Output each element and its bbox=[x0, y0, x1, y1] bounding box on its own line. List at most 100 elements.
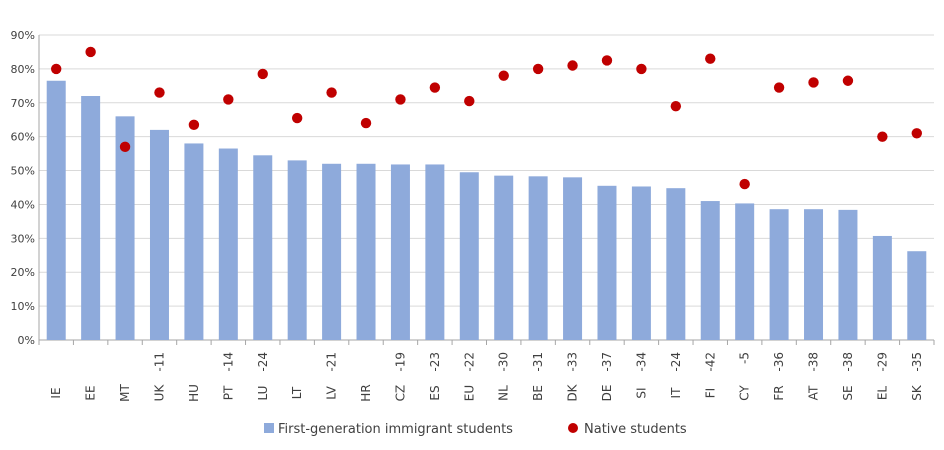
gridlines bbox=[38, 34, 935, 345]
marker-nl bbox=[498, 70, 509, 81]
marker-ie bbox=[51, 63, 62, 75]
bar-si bbox=[631, 186, 651, 340]
y-tick-label: 60% bbox=[11, 131, 35, 144]
category-label-hu: HU bbox=[187, 384, 201, 402]
category-label-el: EL bbox=[875, 386, 889, 401]
bar-se bbox=[838, 209, 858, 340]
marker-el bbox=[877, 131, 888, 142]
bar-ee bbox=[81, 96, 101, 340]
y-tick-label: 10% bbox=[11, 300, 35, 313]
marker-uk bbox=[154, 87, 165, 98]
bar-fi bbox=[700, 201, 720, 340]
category-label-it: IT bbox=[669, 387, 683, 399]
bar-be bbox=[528, 176, 548, 340]
bar-fr bbox=[769, 209, 789, 340]
bar-lt bbox=[287, 160, 307, 340]
marker-pt bbox=[223, 94, 234, 105]
category-label-lv: LV bbox=[325, 385, 339, 399]
category-label-eu: EU bbox=[462, 385, 476, 401]
marker-be bbox=[532, 63, 544, 75]
category-label-nl: NL bbox=[497, 385, 511, 401]
marker-fi bbox=[705, 53, 716, 64]
bar-hu bbox=[184, 143, 204, 340]
gap-label-fi: -42 bbox=[703, 352, 717, 372]
marker-lt bbox=[291, 112, 303, 124]
marker-it bbox=[670, 100, 682, 112]
bar-cy bbox=[735, 203, 755, 340]
bar-nl bbox=[494, 175, 514, 340]
category-label-pt: PT bbox=[221, 385, 235, 400]
y-tick-label: 0% bbox=[18, 334, 35, 347]
marker-es bbox=[429, 82, 441, 93]
category-label-de: DE bbox=[600, 385, 614, 402]
bar-series bbox=[46, 80, 927, 340]
legend: First-generation immigrant students Nativ… bbox=[264, 422, 687, 437]
bar-at bbox=[804, 209, 824, 340]
y-tick-label: 70% bbox=[11, 97, 35, 110]
bar-ie bbox=[46, 80, 66, 340]
category-labels: IE EE MT UK HU PT LU LT LV HR CZ ES EU NL BE DK DE SI IT FI… bbox=[49, 383, 924, 402]
bar-el bbox=[872, 235, 892, 340]
category-label-si: SI bbox=[634, 387, 648, 398]
legend-swatch-bar bbox=[264, 423, 274, 433]
bar-eu bbox=[459, 172, 479, 340]
marker-hu bbox=[188, 119, 200, 131]
gap-label-at: -38 bbox=[807, 352, 821, 372]
bar-mt bbox=[115, 116, 135, 340]
marker-cz bbox=[395, 94, 406, 105]
gap-label-nl: -30 bbox=[497, 352, 511, 372]
category-label-sk: SK bbox=[910, 384, 924, 401]
gap-label-pt: -14 bbox=[221, 352, 235, 372]
marker-dk bbox=[567, 60, 578, 71]
category-label-hr: HR bbox=[359, 384, 373, 401]
gap-label-it: -24 bbox=[669, 352, 683, 372]
category-label-ee: EE bbox=[84, 385, 98, 400]
marker-lu bbox=[257, 68, 268, 80]
category-label-be: BE bbox=[531, 385, 545, 401]
bar-hr bbox=[356, 163, 376, 340]
gap-label-cy: -5 bbox=[738, 352, 752, 364]
bar-cz bbox=[390, 164, 410, 340]
gap-label-se: -38 bbox=[841, 352, 855, 372]
bar-lu bbox=[253, 155, 273, 340]
gap-label-be: -31 bbox=[531, 352, 545, 372]
marker-se bbox=[842, 75, 854, 86]
marker-si bbox=[636, 63, 647, 75]
y-tick-label: 30% bbox=[11, 232, 35, 245]
y-tick-label: 40% bbox=[11, 198, 35, 211]
gap-label-fr: -36 bbox=[772, 352, 786, 372]
category-label-uk: UK bbox=[152, 384, 166, 402]
y-tick-label: 90% bbox=[11, 29, 35, 42]
bar-sk bbox=[907, 251, 927, 340]
marker-hr bbox=[360, 117, 372, 129]
y-tick-label: 20% bbox=[11, 266, 35, 279]
bar-it bbox=[666, 188, 686, 340]
y-tick-label: 80% bbox=[11, 63, 35, 76]
category-label-fi: FI bbox=[703, 388, 717, 398]
marker-de bbox=[601, 55, 613, 66]
bar-es bbox=[425, 164, 445, 340]
category-label-es: ES bbox=[428, 385, 442, 400]
category-label-lt: LT bbox=[290, 386, 304, 399]
marker-sk bbox=[911, 128, 922, 139]
category-label-lu: LU bbox=[256, 386, 270, 401]
marker-series bbox=[51, 46, 922, 190]
gap-label-dk: -33 bbox=[566, 352, 580, 372]
marker-fr bbox=[773, 82, 785, 93]
category-label-cz: CZ bbox=[393, 385, 407, 402]
bar-uk bbox=[149, 129, 169, 340]
gap-label-lu: -24 bbox=[256, 352, 270, 372]
category-label-cy: CY bbox=[738, 385, 752, 401]
bar-lv bbox=[322, 163, 342, 340]
gap-label-sk: -35 bbox=[910, 352, 924, 372]
marker-lv bbox=[326, 87, 337, 98]
bar-dk bbox=[563, 177, 583, 340]
marker-eu bbox=[464, 95, 475, 107]
gap-label-lv: -21 bbox=[325, 352, 339, 372]
gap-label-de: -37 bbox=[600, 352, 614, 372]
y-tick-label: 50% bbox=[11, 165, 35, 178]
category-label-at: AT bbox=[807, 385, 821, 400]
legend-swatch-marker bbox=[568, 423, 578, 433]
